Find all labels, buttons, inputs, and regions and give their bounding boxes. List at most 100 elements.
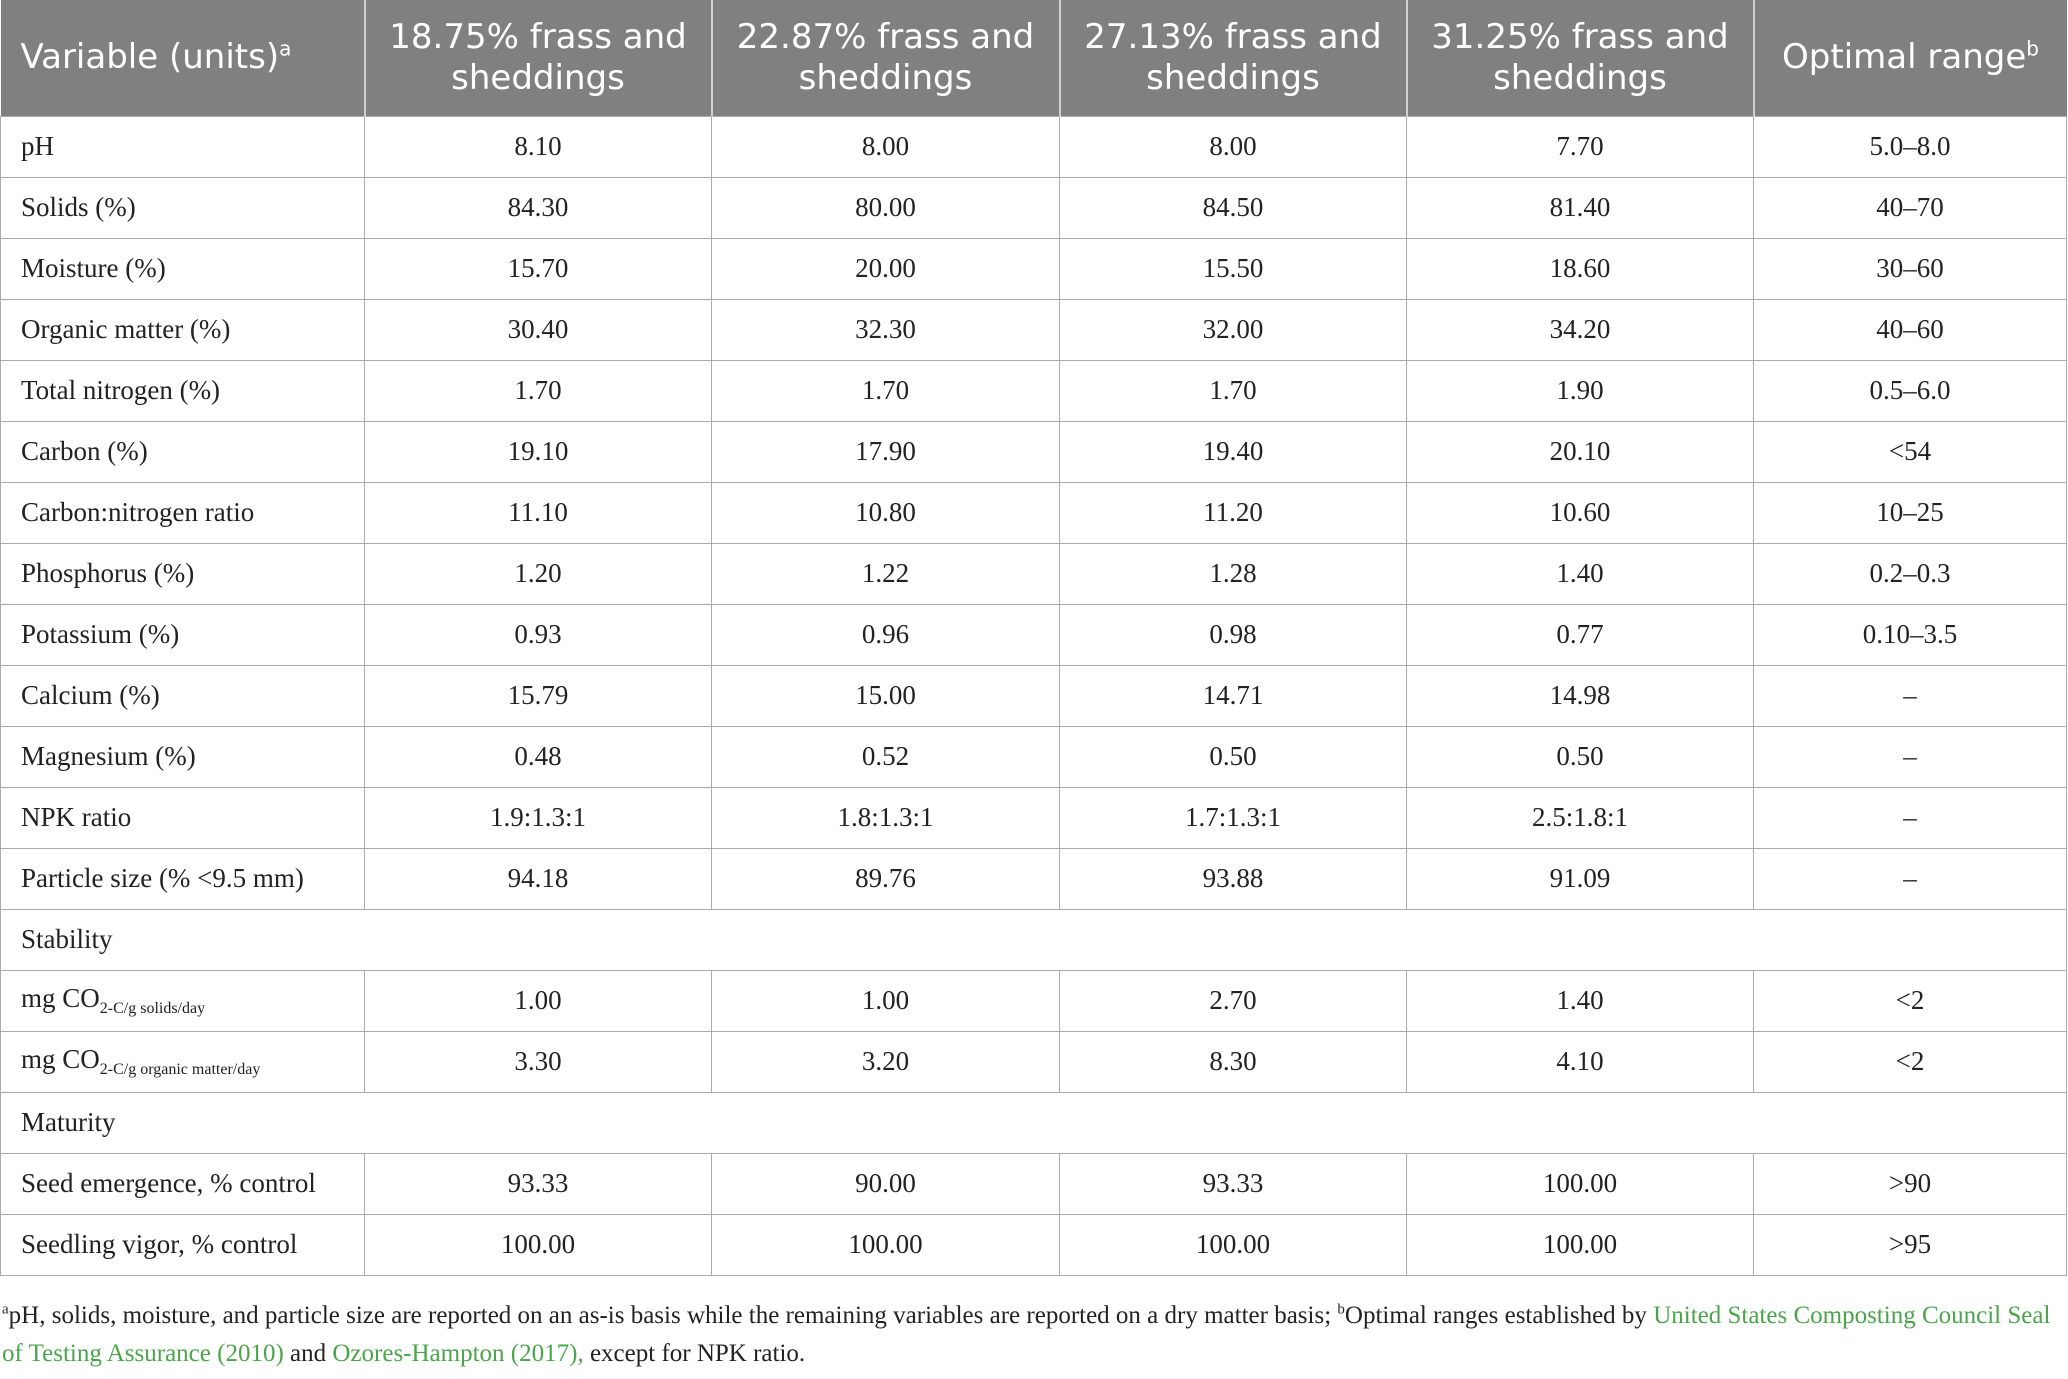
cell: 4.10 [1406,1030,1754,1093]
table-row: mg CO2-C/g organic matter/day 3.30 3.20 8.3… [0,1030,2067,1093]
cell: 100.00 [1406,1152,1754,1215]
cell: 81.40 [1406,176,1754,239]
row-label: Total nitrogen (%) [0,359,365,422]
cell: 0.77 [1406,603,1754,666]
cell: 0.50 [1406,725,1754,788]
header-col-2: 22.87% frass and sheddings [710,0,1060,116]
table-header: Variable (units)a 18.75% frass and shedd… [0,0,2067,116]
cell: 1.70 [1059,359,1407,422]
cell: 1.70 [364,359,712,422]
cell: 93.33 [1059,1152,1407,1215]
section-row-stability: Stability [0,908,2067,971]
section-row-maturity: Maturity [0,1091,2067,1154]
cell: 30.40 [364,298,712,361]
cell: 14.98 [1406,664,1754,727]
header-row: Variable (units)a 18.75% frass and shedd… [0,0,2067,116]
cell: 1.20 [364,542,712,605]
footnote-text-1: pH, solids, moisture, and particle size … [8,1302,1338,1329]
row-label-main: mg CO [21,983,100,1013]
header-col-3: 27.13% frass and sheddings [1058,0,1407,116]
table-row: NPK ratio 1.9:1.3:1 1.8:1.3:1 1.7:1.3:1 2.5:… [0,786,2067,849]
cell: 1.00 [364,969,712,1032]
table-row: Total nitrogen (%) 1.70 1.70 1.70 1.90 0.5–6.… [0,359,2067,422]
cell: 0.93 [364,603,712,666]
row-label: Moisture (%) [0,237,365,300]
cell: 94.18 [364,847,712,910]
row-label: NPK ratio [0,786,365,849]
table-row: Solids (%) 84.30 80.00 84.50 81.40 40–70 [0,176,2067,239]
cell: 89.76 [711,847,1060,910]
cell: 19.10 [364,420,712,483]
row-label: mg CO2-C/g organic matter/day [0,1030,365,1093]
footnote-sup-a: a [2,1301,9,1318]
cell: 19.40 [1059,420,1407,483]
cell: 1.70 [711,359,1060,422]
cell: 80.00 [711,176,1060,239]
table-row: mg CO2-C/g solids/day 1.00 1.00 2.70 1.40 <2 [0,969,2067,1032]
cell-optimal: 30–60 [1753,237,2067,300]
cell: 14.71 [1059,664,1407,727]
header-col-1: 18.75% frass and sheddings [363,0,712,116]
row-label: Potassium (%) [0,603,365,666]
cell: 84.50 [1059,176,1407,239]
cell: 2.70 [1059,969,1407,1032]
cell: 93.88 [1059,847,1407,910]
section-title-maturity: Maturity [0,1091,2067,1154]
cell: 100.00 [1406,1213,1754,1276]
cell-optimal: >95 [1753,1213,2067,1276]
cell-optimal: <2 [1753,1030,2067,1093]
reference-link-uscc[interactable]: United States Composting Council Seal of… [2,1302,2051,1367]
table-row: Calcium (%) 15.79 15.00 14.71 14.98– [0,664,2067,727]
footnote-text-2: Optimal ranges established by [1344,1302,1654,1329]
section-title-stability: Stability [0,908,2067,971]
table-body: pH 8.10 8.00 8.00 7.70 5.0–8.0 Solids (%) 84.3… [0,115,2067,1276]
cell: 1.8:1.3:1 [711,786,1060,849]
header-variable-label: Variable (units) [20,37,280,78]
header-variable-sup: a [279,36,292,61]
cell-optimal: <2 [1753,969,2067,1032]
cell: 1.40 [1406,969,1754,1032]
table-row: Phosphorus (%) 1.20 1.22 1.28 1.40 0.2–0.3 [0,542,2067,605]
cell-optimal: <54 [1753,420,2067,483]
cell-optimal: 10–25 [1753,481,2067,544]
header-optimal: Optimal rangeb [1752,0,2067,116]
cell-optimal: 5.0–8.0 [1753,115,2067,178]
table-row: Organic matter (%) 30.40 32.30 32.00 34.20 40… [0,298,2067,361]
footnote-sup-b: b [1337,1301,1345,1318]
row-label: Seed emergence, % control [0,1152,365,1215]
cell: 15.70 [364,237,712,300]
row-label: Phosphorus (%) [0,542,365,605]
cell: 0.98 [1059,603,1407,666]
cell: 11.20 [1059,481,1407,544]
cell-optimal: 0.2–0.3 [1753,542,2067,605]
cell: 1.40 [1406,542,1754,605]
cell: 11.10 [364,481,712,544]
row-label-subscript: 2-C/g organic matter/day [99,1061,261,1078]
footnote-text-3: and [283,1340,333,1367]
row-label: Seedling vigor, % control [0,1213,365,1276]
table-row: pH 8.10 8.00 8.00 7.70 5.0–8.0 [0,115,2067,178]
row-label: Solids (%) [0,176,365,239]
cell: 0.96 [711,603,1060,666]
footnote-text-4: except for NPK ratio. [583,1340,806,1367]
cell: 1.90 [1406,359,1754,422]
table-row: Carbon (%) 19.10 17.90 19.40 20.10 <54 [0,420,2067,483]
cell: 10.80 [711,481,1060,544]
table-row: Particle size (% <9.5 mm) 94.18 89.76 93.88… [0,847,2067,910]
header-variable: Variable (units)a [0,0,365,116]
cell: 0.48 [364,725,712,788]
cell-optimal: >90 [1753,1152,2067,1215]
cell: 20.00 [711,237,1060,300]
row-label: Organic matter (%) [0,298,365,361]
table-row: Seedling vigor, % control 100.00 100.00 100… [0,1213,2067,1276]
header-col-4: 31.25% frass and sheddings [1405,0,1754,116]
cell: 10.60 [1406,481,1754,544]
cell: 1.22 [711,542,1060,605]
cell: 32.00 [1059,298,1407,361]
cell: 15.79 [364,664,712,727]
data-table: Variable (units)a 18.75% frass and shedd… [0,0,2067,1276]
cell-optimal: 40–70 [1753,176,2067,239]
table-wrapper: Variable (units)a 18.75% frass and shedd… [0,0,2067,1276]
reference-link-ozores-hampton[interactable]: Ozores-Hampton (2017), [332,1340,584,1367]
cell: 15.50 [1059,237,1407,300]
